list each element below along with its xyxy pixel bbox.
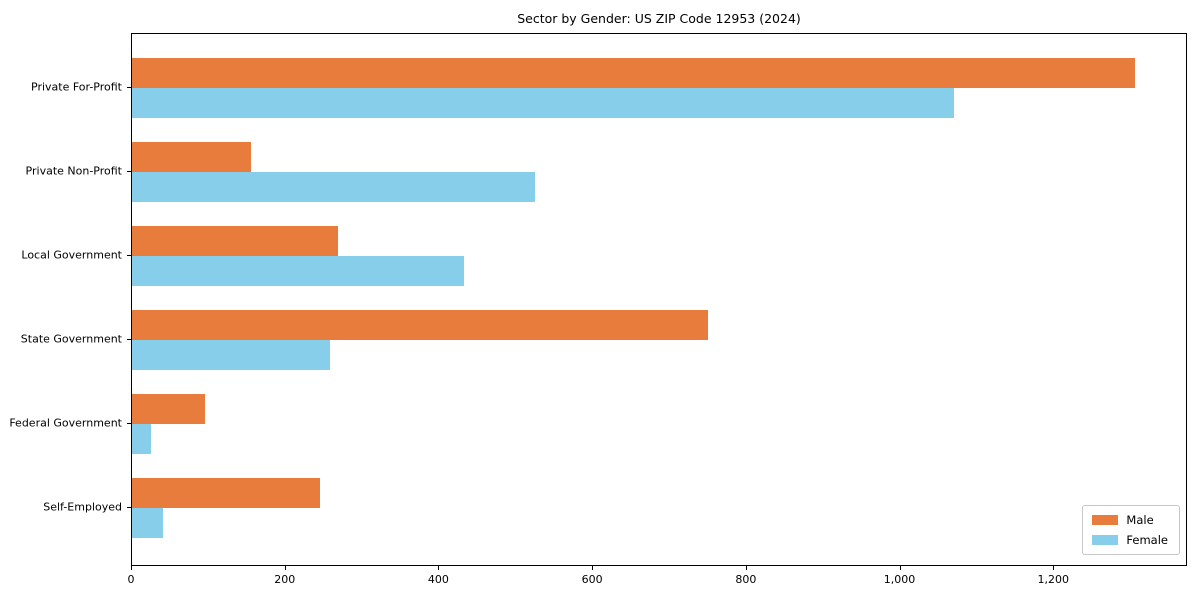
- legend-swatch-male: [1092, 515, 1119, 525]
- bar-female-self-employed: [132, 508, 163, 538]
- x-tick-label: 1,200: [1037, 573, 1070, 586]
- bar-female-local-government: [132, 256, 465, 286]
- x-tick-mark: [284, 566, 286, 570]
- x-tick-mark: [745, 566, 747, 570]
- y-tick-mark: [127, 255, 131, 256]
- bar-male-federal-government: [132, 394, 205, 424]
- x-tick-label: 200: [274, 573, 296, 586]
- y-tick-label: State Government: [20, 332, 122, 346]
- y-tick-label: Private Non-Profit: [25, 164, 122, 178]
- bar-female-state-government: [132, 340, 331, 370]
- bar-male-local-government: [132, 226, 338, 256]
- legend-label: Female: [1126, 533, 1168, 547]
- y-tick-label: Private For-Profit: [31, 80, 122, 94]
- bar-male-state-government: [132, 310, 709, 340]
- y-tick-mark: [127, 171, 131, 172]
- bar-female-federal-government: [132, 424, 152, 454]
- x-tick-label: 800: [735, 573, 757, 586]
- legend-entry-male: Male: [1092, 513, 1168, 527]
- y-tick-mark: [127, 87, 131, 88]
- x-tick-label: 600: [581, 573, 603, 586]
- x-tick-mark: [899, 566, 901, 570]
- x-tick-mark: [131, 566, 132, 570]
- x-tick-label: 1,000: [883, 573, 916, 586]
- bar-female-private-non-profit: [132, 172, 536, 202]
- legend-swatch-female: [1092, 535, 1119, 545]
- plot-area: Male Female: [131, 33, 1187, 566]
- bar-male-private-for-profit: [132, 58, 1135, 88]
- y-tick-mark: [127, 423, 131, 424]
- chart-title: Sector by Gender: US ZIP Code 12953 (202…: [517, 11, 801, 26]
- bar-male-self-employed: [132, 478, 321, 508]
- legend-label: Male: [1126, 513, 1154, 527]
- x-tick-mark: [1053, 566, 1055, 570]
- legend: Male Female: [1082, 505, 1180, 555]
- x-tick-label: 0: [127, 573, 135, 586]
- y-tick-label: Self-Employed: [43, 500, 122, 514]
- x-tick-mark: [438, 566, 440, 570]
- x-tick-label: 400: [427, 573, 449, 586]
- bar-female-private-for-profit: [132, 88, 955, 118]
- y-tick-mark: [127, 507, 131, 508]
- y-tick-mark: [127, 339, 131, 340]
- y-tick-label: Federal Government: [9, 416, 122, 430]
- legend-entry-female: Female: [1092, 533, 1168, 547]
- x-tick-mark: [592, 566, 594, 570]
- y-tick-label: Local Government: [21, 248, 122, 262]
- bar-male-private-non-profit: [132, 142, 252, 172]
